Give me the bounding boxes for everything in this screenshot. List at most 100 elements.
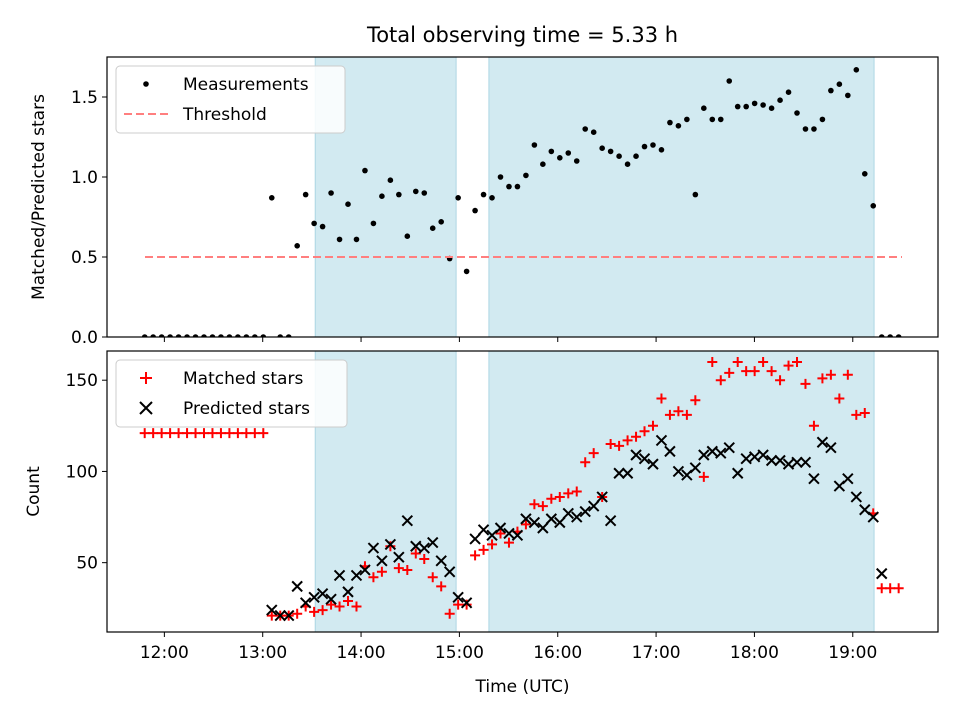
matched-stars-point [885,583,896,594]
matched-stars-point [639,426,650,437]
legend: Matched stars Predicted stars [115,359,348,428]
matched-stars-point [173,428,184,439]
bottom-panel-counts: 50 100 150 12:00 13:00 14:00 15:00 16:00 17:00 18… [24,350,939,697]
predicted-stars-point [715,447,727,459]
x-tick-label: 12:00 [140,643,189,663]
predicted-stars-point [816,436,829,448]
predicted-stars-point [274,609,286,622]
legend-label-measurements: Measurements [183,75,309,95]
matched-stars-point [182,428,193,439]
matched-stars-point [351,601,362,612]
x-tick-label: 18:00 [730,643,779,663]
y-axis-label: Matched/Predicted stars [29,94,49,300]
predicted-stars-point [342,586,354,598]
matched-stars-point [817,373,828,384]
matched-stars-point [842,369,853,380]
matched-stars-point [503,537,514,548]
measurements-point [184,334,190,337]
matched-stars-point [580,457,591,468]
matched-stars-point [393,563,404,574]
plot-area [141,67,902,337]
y-tick-label: 1.0 [71,168,98,188]
measurements-point [548,148,555,155]
matched-stars-point [732,356,743,367]
predicted-stars-point [740,452,752,465]
matched-stars-point [207,428,218,439]
measurements-point [675,123,682,129]
measurements-point [345,201,351,207]
predicted-stars-point [316,587,329,600]
measurements-point [370,220,377,227]
matched-stars-point [631,431,642,442]
predicted-stars-point [367,542,380,554]
predicted-stars-point [562,507,574,520]
predicted-stars-point [571,511,583,523]
matched-stars-point [156,428,167,439]
predicted-stars-point [410,540,422,552]
y-tick-label: 100 [66,462,98,482]
observing-window-1 [488,56,875,338]
predicted-stars-point [469,533,481,545]
predicted-stars-point [350,569,363,582]
measurements-point [285,334,292,337]
predicted-stars-point [621,467,634,479]
predicted-stars-point [384,538,397,551]
matched-stars-point [487,539,498,550]
measurements-point [836,81,843,87]
measurements-point [353,236,360,243]
predicted-stars-point [545,513,558,525]
measurements-point [455,195,461,201]
matched-stars-point [656,393,667,404]
measurements-point [802,126,809,132]
matched-stars-point [444,608,455,619]
predicted-stars-point [325,593,337,605]
predicted-stars-point [757,449,769,461]
matched-stars-point [707,356,718,367]
predicted-stars-point [825,442,837,454]
predicted-stars-point [706,445,718,458]
measurements-point [751,100,758,107]
y-tick-label: 1.5 [71,88,98,108]
measurements-point [167,334,173,337]
predicted-stars-point [748,451,761,463]
measurements-point [777,97,783,103]
measurements-point [268,195,275,201]
matched-stars-point [554,491,565,502]
matched-stars-point [614,440,625,451]
measurements-point [573,158,580,164]
predicted-stars-point [401,514,414,527]
measurements-point [692,191,699,198]
matched-stars-point [309,606,320,617]
measurements-point [226,334,233,337]
x-tick-label: 17:00 [632,643,681,663]
predicted-stars-point [867,511,879,523]
measurements-point [396,191,402,198]
matched-stars-point [876,583,887,594]
measurements-point [557,155,563,161]
measurements-point [734,103,741,110]
measurements-point [599,145,605,151]
measurements-point [607,148,614,155]
measurements-point [480,191,487,198]
predicted-stars-point [308,591,320,604]
measurements-point [294,243,300,249]
measurements-point [192,334,199,337]
measurements-point [336,236,343,243]
measurements-point [404,233,411,239]
measurements-point [218,334,224,337]
predicted-stars-point [723,442,735,454]
predicted-stars-point [266,604,278,616]
measurements-point [658,147,665,153]
matched-stars-point [241,428,252,439]
measurements-point [319,223,326,230]
measurements-point [709,116,716,123]
x-tick-label: 16:00 [533,643,582,663]
predicted-stars-point [672,465,685,478]
matched-stars-point [893,583,904,594]
predicted-stars-point [393,551,405,563]
measurements-point [590,129,597,135]
matched-stars-point [198,428,209,439]
matched-stars-point [834,393,845,404]
matched-stars-point [808,420,819,431]
